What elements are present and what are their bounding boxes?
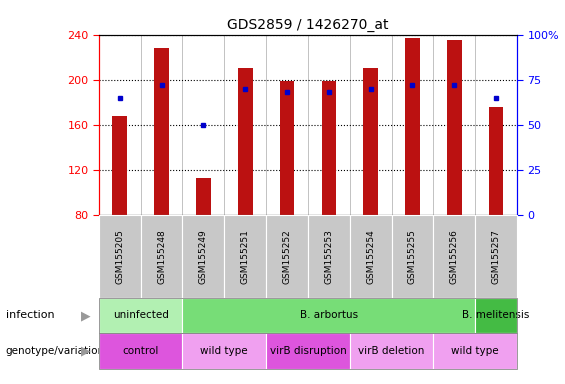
Text: GSM155248: GSM155248 xyxy=(157,229,166,284)
Text: wild type: wild type xyxy=(201,346,248,356)
Bar xyxy=(196,178,211,215)
Bar xyxy=(321,81,336,215)
Text: infection: infection xyxy=(6,310,54,321)
Title: GDS2859 / 1426270_at: GDS2859 / 1426270_at xyxy=(227,18,389,32)
Bar xyxy=(238,68,253,215)
Text: B. arbortus: B. arbortus xyxy=(300,310,358,321)
Text: virB deletion: virB deletion xyxy=(358,346,425,356)
Bar xyxy=(363,68,378,215)
Text: GSM155255: GSM155255 xyxy=(408,229,417,284)
Text: uninfected: uninfected xyxy=(113,310,168,321)
Text: wild type: wild type xyxy=(451,346,499,356)
Text: GSM155254: GSM155254 xyxy=(366,229,375,284)
Bar xyxy=(489,107,503,215)
Text: GSM155251: GSM155251 xyxy=(241,229,250,284)
Bar xyxy=(447,40,462,215)
Text: ▶: ▶ xyxy=(81,345,90,358)
Bar xyxy=(280,81,294,215)
Bar xyxy=(405,38,420,215)
Text: GSM155252: GSM155252 xyxy=(282,229,292,284)
Text: GSM155256: GSM155256 xyxy=(450,229,459,284)
Text: ▶: ▶ xyxy=(81,309,90,322)
Text: B. melitensis: B. melitensis xyxy=(462,310,530,321)
Text: GSM155257: GSM155257 xyxy=(492,229,501,284)
Text: GSM155253: GSM155253 xyxy=(324,229,333,284)
Text: GSM155249: GSM155249 xyxy=(199,229,208,284)
Text: genotype/variation: genotype/variation xyxy=(6,346,105,356)
Bar xyxy=(112,116,127,215)
Text: GSM155205: GSM155205 xyxy=(115,229,124,284)
Text: control: control xyxy=(123,346,159,356)
Text: virB disruption: virB disruption xyxy=(270,346,346,356)
Bar xyxy=(154,48,169,215)
